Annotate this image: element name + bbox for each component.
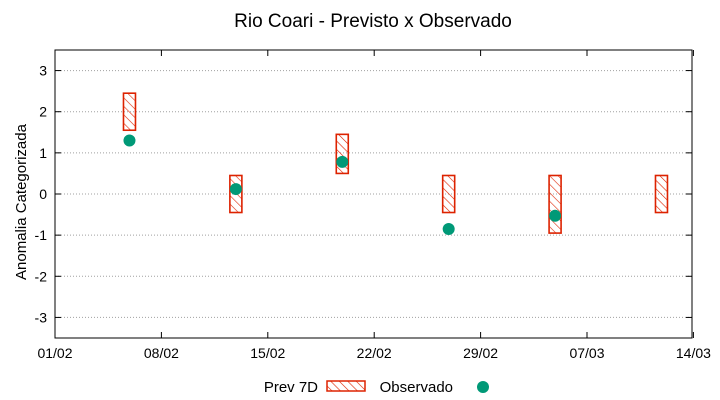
observed-point xyxy=(549,209,562,222)
y-tick-label: -1 xyxy=(35,227,48,243)
x-tick-label: 14/03 xyxy=(676,345,711,361)
x-tick-label: 07/03 xyxy=(569,345,604,361)
y-tick-label: 0 xyxy=(39,186,47,202)
y-axis-label: Anomalia Categorizada xyxy=(13,123,30,280)
x-tick-label: 22/02 xyxy=(357,345,392,361)
observed-point xyxy=(336,155,349,168)
y-tick-label: -3 xyxy=(35,309,48,325)
forecast-range-bar xyxy=(441,174,456,214)
chart-title: Rio Coari - Previsto x Observado xyxy=(234,11,512,32)
observed-point xyxy=(229,183,242,196)
data-marks xyxy=(122,92,669,235)
x-axis: 01/02 08/02 15/02 22/02 29/02 07/03 14/03 xyxy=(37,50,711,361)
forecast-range-bar xyxy=(654,174,669,214)
observed-point xyxy=(123,134,136,147)
observed-point xyxy=(442,222,455,235)
legend: Prev 7D Observado xyxy=(264,379,489,396)
y-axis: -3 -2 -1 0 1 2 3 xyxy=(35,63,692,325)
legend-swatch-observado xyxy=(477,381,489,393)
legend-swatch-prev xyxy=(326,380,366,392)
x-tick-label: 08/02 xyxy=(144,345,179,361)
y-tick-label: 3 xyxy=(39,63,47,79)
grid xyxy=(55,70,692,318)
y-tick-label: 1 xyxy=(39,145,47,161)
forecast-range-bar xyxy=(122,92,137,132)
x-tick-label: 29/02 xyxy=(463,345,498,361)
legend-label-prev: Prev 7D xyxy=(264,379,318,396)
y-tick-label: -2 xyxy=(35,268,48,284)
plot-frame xyxy=(54,49,693,339)
forecast-range-bar xyxy=(548,174,562,234)
x-tick-label: 15/02 xyxy=(250,345,285,361)
y-tick-label: 2 xyxy=(39,104,47,120)
x-tick-label: 01/02 xyxy=(37,345,72,361)
legend-label-observado: Observado xyxy=(380,379,453,396)
